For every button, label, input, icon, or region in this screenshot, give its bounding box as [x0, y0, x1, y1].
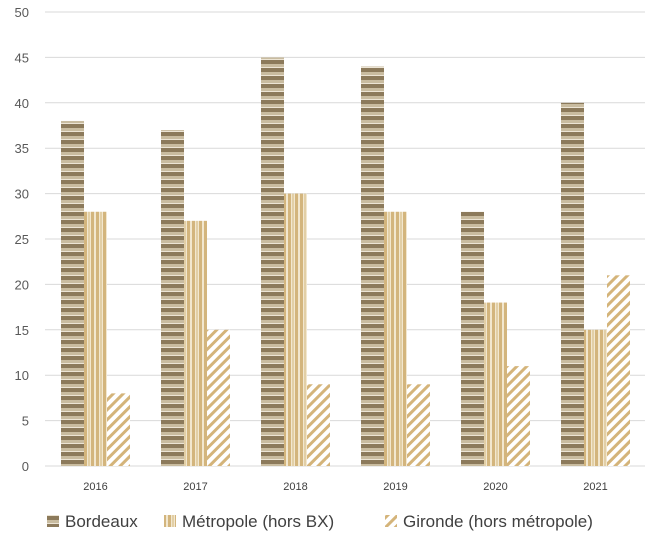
- bar-gironde: [107, 393, 130, 466]
- y-tick-label: 25: [15, 232, 29, 247]
- bar-bordeaux: [61, 120, 84, 467]
- bar-gironde: [207, 329, 230, 466]
- bar-gironde: [507, 366, 530, 466]
- y-tick-label: 30: [15, 187, 29, 202]
- bar-bordeaux: [461, 211, 484, 466]
- y-tick-label: 35: [15, 141, 29, 156]
- bar-bordeaux: [261, 57, 284, 467]
- x-tick-label: 2019: [383, 481, 407, 493]
- legend-gironde-label: Gironde (hors métropole): [403, 512, 593, 531]
- legend-bordeaux-swatch: [47, 515, 59, 527]
- x-tick-label: 2020: [483, 481, 507, 493]
- bar-metropole: [484, 302, 507, 466]
- x-tick-label: 2021: [583, 481, 607, 493]
- bar-bordeaux: [561, 102, 584, 467]
- bar-metropole: [384, 211, 407, 466]
- y-axis-ticks: 0 5 10 15 20 25 30 35 40 45 50: [15, 5, 29, 474]
- legend-gironde-swatch: [385, 515, 397, 527]
- y-tick-label: 20: [15, 277, 29, 292]
- y-tick-label: 10: [15, 368, 29, 383]
- bar-bordeaux: [361, 66, 384, 466]
- bar-metropole: [184, 220, 207, 466]
- y-tick-label: 45: [15, 50, 29, 65]
- bar-metropole: [84, 211, 107, 466]
- y-tick-label: 50: [15, 5, 29, 20]
- legend-metropole-label: Métropole (hors BX): [182, 512, 334, 531]
- bar-bordeaux: [161, 130, 184, 467]
- legend-bordeaux-label: Bordeaux: [65, 512, 138, 531]
- bar-metropole: [284, 193, 307, 466]
- bars: [61, 57, 630, 467]
- gridlines: [45, 11, 645, 467]
- x-tick-label: 2017: [183, 481, 207, 493]
- legend-metropole-swatch: [164, 515, 176, 527]
- y-tick-label: 40: [15, 96, 29, 111]
- legend: Bordeaux Métropole (hors BX) Gironde (hors…: [47, 512, 593, 531]
- x-axis-ticks: 2016 2017 2018 2019 2020 2021: [83, 481, 607, 493]
- bar-metropole: [584, 329, 607, 466]
- y-tick-label: 15: [15, 323, 29, 338]
- bar-gironde: [307, 384, 330, 466]
- x-tick-label: 2018: [283, 481, 307, 493]
- y-tick-label: 5: [22, 414, 29, 429]
- bar-gironde: [607, 275, 630, 466]
- y-tick-label: 0: [22, 459, 29, 474]
- x-tick-label: 2016: [83, 481, 107, 493]
- bar-gironde: [407, 384, 430, 466]
